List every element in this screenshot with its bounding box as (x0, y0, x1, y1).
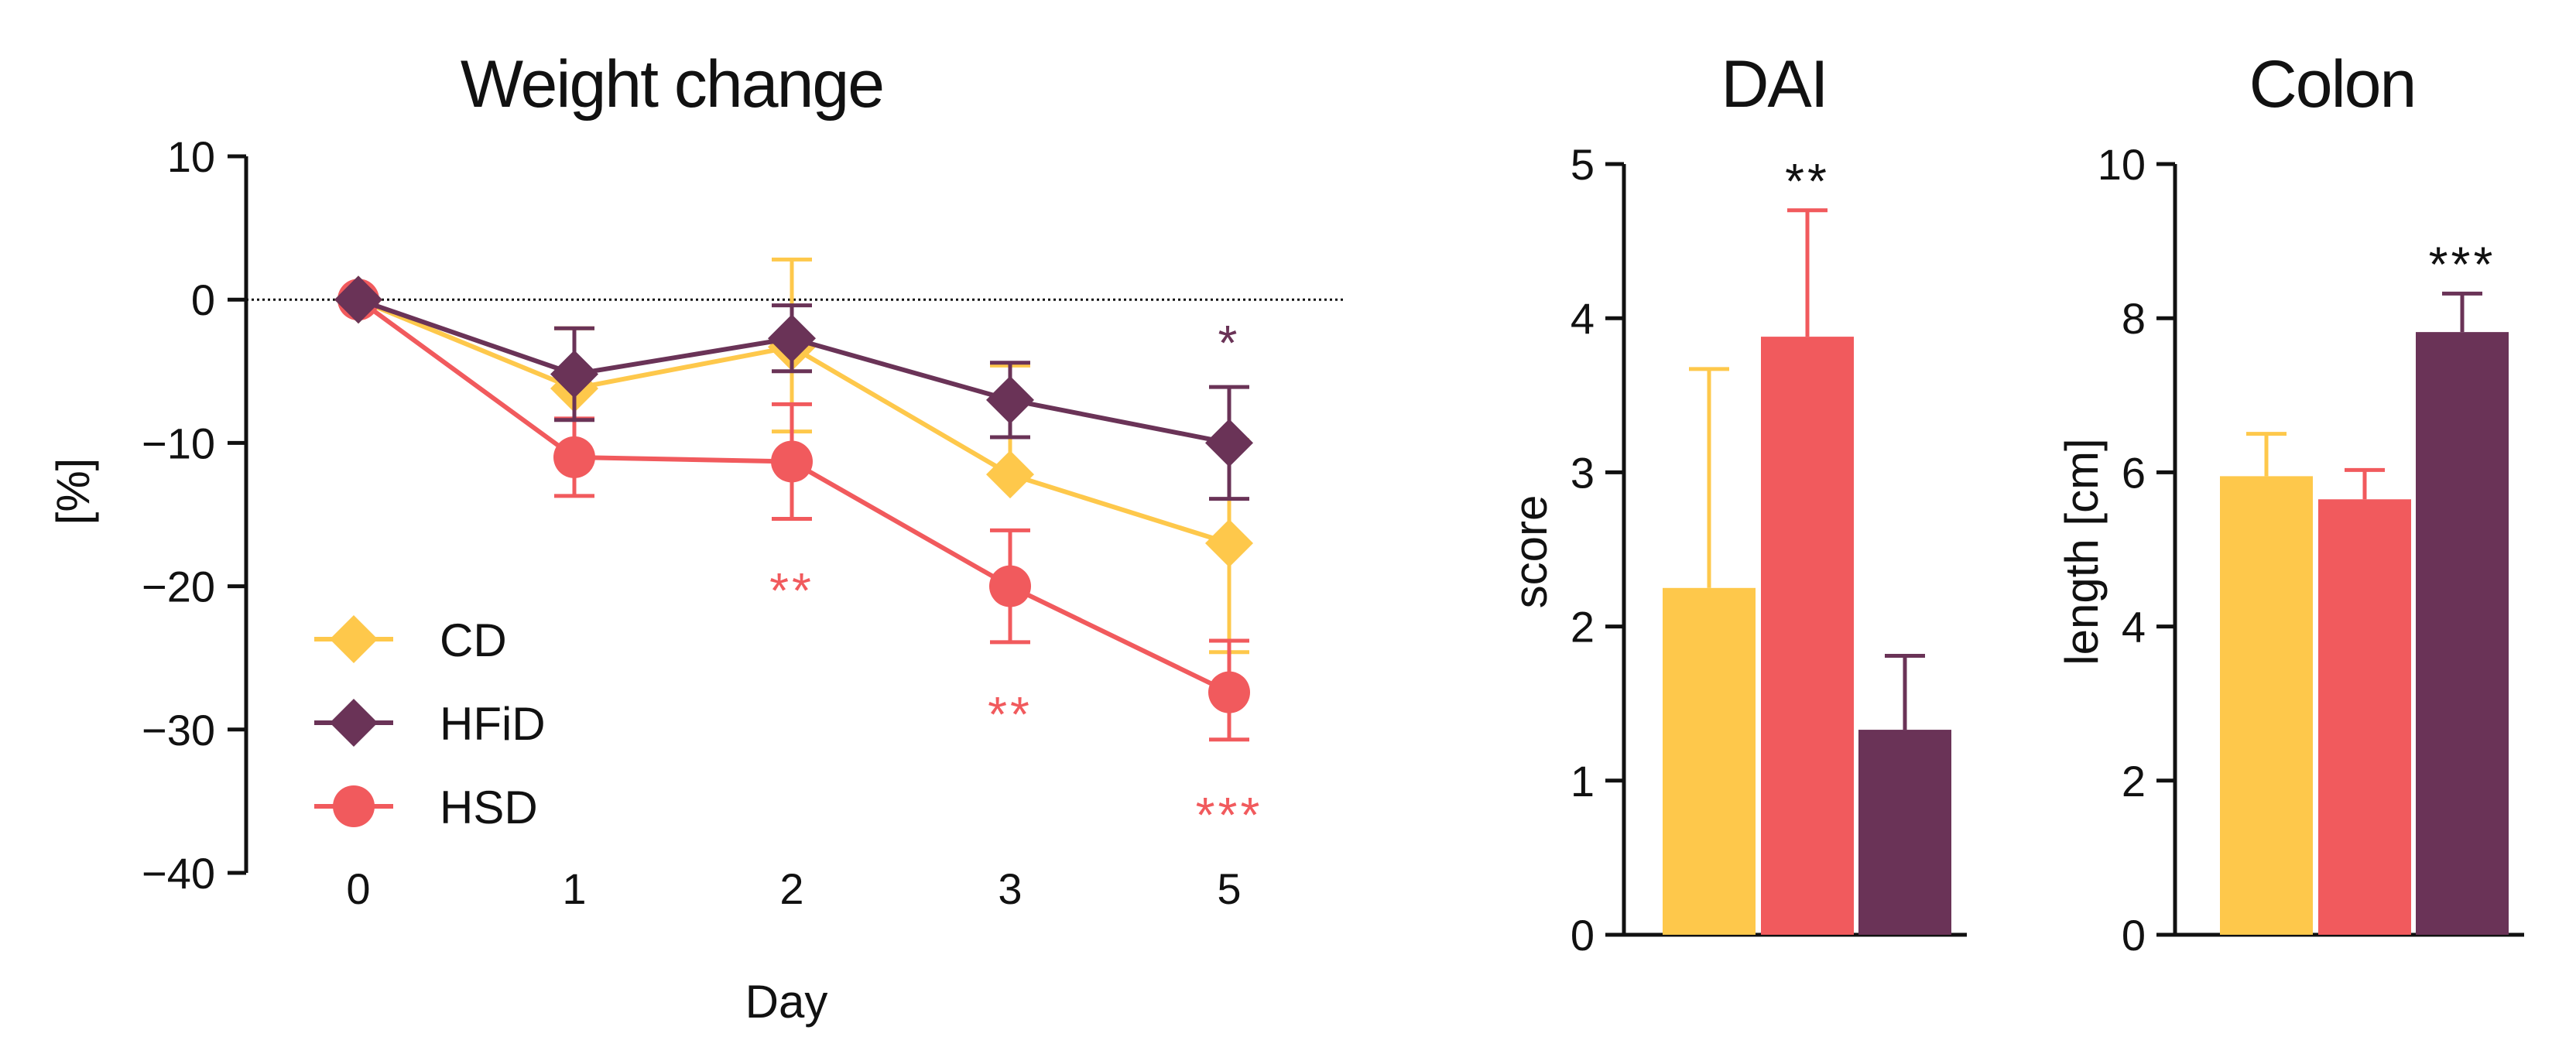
colon-bar-hfid (2416, 332, 2509, 935)
dai-significance-marker: ** (1785, 153, 1830, 209)
weight-change-y-axis-label: [%] (47, 458, 99, 525)
weight-change-x-axis-label: Day (745, 976, 828, 1028)
data-point-hfid (986, 375, 1034, 424)
weight-change-x-tick-label: 3 (998, 864, 1022, 913)
dai-y-tick-label: 3 (1571, 448, 1595, 497)
dai-title: DAI (1721, 47, 1827, 121)
weight-change-x-tick-label: 2 (779, 864, 803, 913)
weight-change-legend: CD HFiD HSD (314, 614, 546, 833)
colon-y-axis-label: length [cm] (2056, 438, 2108, 665)
colon-bar-hsd (2318, 499, 2411, 935)
dai-y-tick-label: 0 (1571, 911, 1595, 960)
weight-change-x-tick-label: 1 (562, 864, 586, 913)
weight-change-axes: 10 0 −10 −20 −30 −40 0 1 2 3 5 (142, 132, 1343, 913)
data-point-hfid (768, 314, 816, 363)
colon-y-tick-label: 4 (2122, 603, 2146, 652)
weight-change-y-tick-label: −30 (142, 706, 215, 754)
dai-y-tick-label: 1 (1571, 757, 1595, 806)
weight-change-annotations: ******** (769, 315, 1263, 843)
weight-change-y-tick-label: −10 (142, 419, 215, 467)
colon-y-tick-label: 0 (2122, 911, 2146, 960)
weight-change-y-tick-label: −40 (142, 849, 215, 898)
colon-panel: Colon length [cm] 0 2 4 6 8 10 *** (2056, 47, 2524, 960)
data-point-hsd (989, 565, 1031, 607)
dai-bar-hsd (1761, 337, 1854, 935)
legend-marker-cd (330, 615, 378, 663)
data-point-hfid (334, 275, 382, 324)
dai-bar-hfid (1858, 730, 1951, 935)
colon-bars: *** (2220, 236, 2509, 935)
dai-y-tick-label: 4 (1571, 294, 1595, 343)
dai-bars: ** (1663, 153, 1951, 935)
dai-y-tick-label: 5 (1571, 140, 1595, 189)
dai-y-axis-label: score (1505, 495, 1557, 609)
weight-change-y-tick-label: −20 (142, 563, 215, 611)
legend-label-cd: CD (440, 614, 507, 666)
significance-marker: *** (1196, 787, 1263, 843)
data-point-hfid (1205, 419, 1253, 467)
colon-significance-marker: *** (2429, 236, 2496, 292)
legend-label-hfid: HFiD (440, 698, 546, 750)
colon-axes: 0 2 4 6 8 10 (2098, 140, 2524, 960)
data-point-hfid (550, 350, 598, 399)
legend-marker-hsd (333, 785, 375, 827)
significance-marker: ** (769, 563, 814, 618)
weight-change-y-tick-label: 10 (167, 132, 215, 181)
weight-change-y-tick-label: 0 (191, 275, 215, 324)
data-point-hsd (553, 436, 595, 478)
weight-change-series (334, 257, 1253, 742)
weight-change-panel: Weight change Day [%] 10 0 −10 −20 −30 −40 0 1 2… (47, 47, 1343, 1028)
weight-change-x-tick-label: 5 (1217, 864, 1241, 913)
colon-y-tick-label: 8 (2122, 294, 2146, 343)
colon-y-tick-label: 6 (2122, 448, 2146, 497)
significance-marker: * (1218, 315, 1241, 371)
weight-change-x-tick-label: 0 (346, 864, 370, 913)
colon-title: Colon (2249, 47, 2416, 121)
dai-panel: DAI score 0 1 2 3 4 5 ** (1505, 47, 1967, 960)
data-point-hsd (1208, 671, 1250, 713)
legend-marker-hfid (330, 699, 378, 747)
legend-label-hsd: HSD (440, 782, 538, 833)
dai-y-tick-label: 2 (1571, 603, 1595, 652)
significance-marker: ** (988, 686, 1033, 742)
colon-y-tick-label: 2 (2122, 757, 2146, 806)
data-point-cd (1205, 519, 1253, 568)
data-point-cd (986, 450, 1034, 499)
colon-y-tick-label: 10 (2098, 140, 2146, 189)
colon-bar-cd (2220, 476, 2313, 935)
dai-bar-cd (1663, 587, 1756, 935)
data-point-hsd (771, 440, 813, 483)
weight-change-title: Weight change (461, 47, 883, 121)
